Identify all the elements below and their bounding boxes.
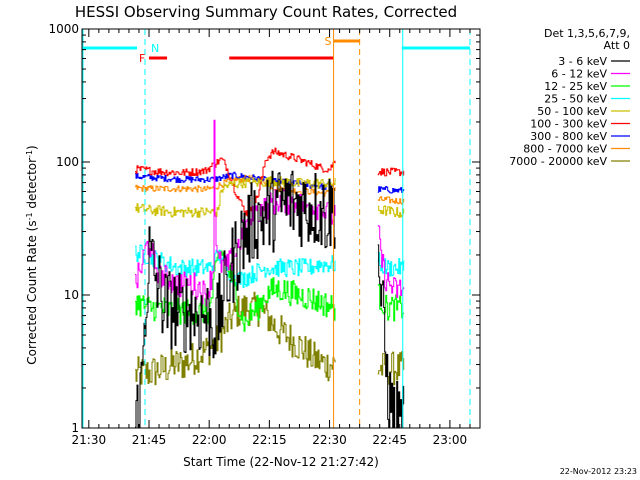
x-tick-label: 21:30: [72, 433, 107, 447]
saa-flag-label: S: [325, 35, 332, 48]
chart-title: HESSI Observing Summary Count Rates, Cor…: [75, 3, 457, 21]
legend-entry: 25 - 50 keV: [544, 93, 630, 106]
axes: 1 10 100 1000 21:30 21:45 22:00 22:15 22:30 22:45…: [48, 22, 481, 447]
legend-entry: 12 - 25 keV: [544, 80, 630, 93]
series-50-100keV-line: [135, 176, 405, 218]
series-line-segment-2: [377, 351, 405, 386]
y-axis-label-mid: detector: [25, 158, 39, 213]
series-3-6keV-line: [135, 170, 405, 429]
legend-entry: 3 - 6 keV: [558, 55, 630, 68]
y-tick-label: 1: [71, 421, 79, 435]
legend-header-line-2: Att 0: [604, 39, 630, 52]
series-line-segment-2: [377, 205, 405, 218]
flag-markers: NF S: [82, 29, 471, 428]
series-line-segment-2: [377, 244, 405, 429]
y-tick-label: 10: [64, 288, 79, 302]
series-line-segment-2: [377, 225, 405, 298]
svg-text:Corrected Count Rate (s-1 dete: Corrected Count Rate (s-1 detector-1): [25, 145, 40, 364]
legend-entry-label: 7000 - 20000 keV: [509, 155, 607, 168]
series-line-segment-1: [135, 291, 336, 386]
night-flag-label: N: [151, 42, 159, 55]
legend-entry-label: 800 - 7000 keV: [523, 143, 607, 156]
y-axis-label-end: ): [25, 145, 39, 150]
series-12-25keV-line: [135, 250, 405, 332]
y-axis-label-sup1: -1: [25, 212, 34, 220]
x-tick-label: 22:45: [372, 433, 407, 447]
x-tick-label: 23:00: [433, 433, 468, 447]
series-line-segment-1: [135, 250, 336, 332]
series-line-segment-2: [377, 186, 405, 194]
legend-entry: 6 - 12 keV: [551, 68, 630, 81]
series-line-segment-1: [135, 170, 336, 429]
series-line-segment-1: [135, 147, 336, 219]
series-line-segment-1: [135, 176, 336, 218]
plot-area: [135, 119, 405, 429]
legend-entry: 50 - 100 keV: [537, 105, 630, 118]
y-axis-label: Corrected Count Rate (s-1 detector-1): [25, 145, 40, 364]
y-axis-label-sup2: -1: [25, 150, 34, 158]
x-tick-label: 22:00: [192, 433, 227, 447]
x-tick-label: 22:30: [312, 433, 347, 447]
legend-header-line-1: Det 1,3,5,6,7,9,: [544, 27, 630, 40]
series-line-segment-2: [377, 196, 405, 205]
legend-entry-label: 300 - 800 keV: [530, 130, 607, 143]
legend-entry: 7000 - 20000 keV: [509, 155, 630, 168]
legend-entry: 800 - 7000 keV: [523, 143, 630, 156]
y-axis-label-main: Corrected Count Rate (s: [25, 220, 39, 364]
series-line-segment-2: [377, 284, 405, 322]
legend-entry-label: 12 - 25 keV: [544, 80, 607, 93]
legend-entry: 100 - 300 keV: [530, 118, 630, 131]
x-axis-label: Start Time (22-Nov-12 21:27:42): [183, 455, 379, 469]
series-line-segment-2: [377, 167, 405, 177]
x-tick-label: 22:15: [252, 433, 287, 447]
footer-date: 22-Nov-2012 23:23: [560, 467, 637, 476]
legend-entry-label: 50 - 100 keV: [537, 105, 607, 118]
plot-frame: [81, 28, 481, 429]
legend-entry-label: 100 - 300 keV: [530, 118, 607, 131]
series-7000-20000keV-line: [135, 291, 405, 386]
legend-entry: 300 - 800 keV: [530, 130, 630, 143]
x-tick-label: 21:45: [132, 433, 167, 447]
legend-entry-label: 25 - 50 keV: [544, 93, 607, 106]
flare-flag-label: F: [139, 52, 145, 65]
y-tick-label: 1000: [48, 22, 79, 36]
y-tick-label: 100: [56, 155, 79, 169]
legend-entry-label: 3 - 6 keV: [558, 55, 607, 68]
legend-entry-label: 6 - 12 keV: [551, 68, 607, 81]
series-100-300keV-line: [135, 147, 405, 219]
